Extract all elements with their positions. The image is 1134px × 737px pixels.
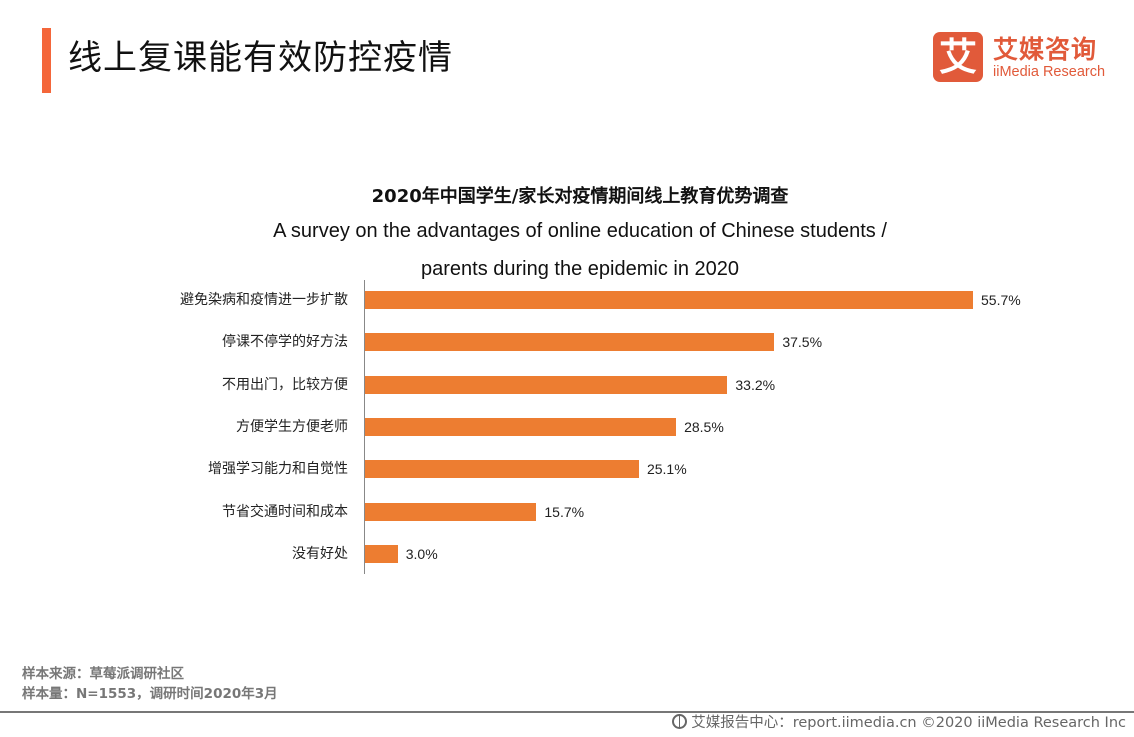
value-label: 55.7% — [981, 292, 1021, 308]
category-label: 方便学生方便老师 — [236, 418, 348, 435]
bar-row: 避免染病和疫情进一步扩散 55.7% — [0, 290, 1134, 310]
bar — [365, 417, 677, 436]
bar-row: 没有好处 3.0% — [0, 544, 1134, 564]
iimedia-logo: 艾 艾媒咨询 iiMedia Research — [933, 32, 1113, 84]
footer: 艾媒报告中心：report.iimedia.cn ©2020 iiMedia R… — [672, 713, 1126, 733]
category-label: 不用出门，比较方便 — [222, 376, 348, 393]
logo-mark-icon: 艾 — [933, 32, 983, 82]
bar — [365, 502, 537, 521]
value-label: 25.1% — [646, 461, 687, 478]
category-label: 停课不停学的好方法 — [222, 334, 348, 351]
bar-row: 节省交通时间和成本 15.7% — [0, 502, 1134, 522]
value-label: 28.5% — [684, 418, 724, 435]
category-label: 没有好处 — [292, 545, 348, 562]
y-axis-line — [364, 280, 365, 574]
bar — [365, 460, 639, 479]
bar-row: 不用出门，比较方便 33.2% — [0, 375, 1134, 395]
bar-row: 增强学习能力和自觉性 25.1% — [0, 459, 1134, 479]
bar — [365, 375, 728, 394]
category-label: 节省交通时间和成本 — [222, 503, 348, 520]
sample-size: 样本量：N=1553，调研时间2020年3月 — [22, 686, 278, 702]
bar-row: 停课不停学的好方法 37.5% — [0, 332, 1134, 352]
bar — [365, 291, 973, 309]
chart-subtitle-line1: A survey on the advantages of online edu… — [273, 220, 887, 242]
footer-text: 艾媒报告中心：report.iimedia.cn ©2020 iiMedia R… — [691, 715, 1126, 731]
logo-name-cn: 艾媒咨询 — [993, 35, 1098, 64]
bar-row: 方便学生方便老师 28.5% — [0, 417, 1134, 437]
category-label: 避免染病和疫情进一步扩散 — [180, 292, 348, 308]
logo-name-en: iiMedia Research — [993, 64, 1106, 80]
page-title: 线上复课能有效防控疫情 — [68, 38, 453, 78]
sample-source: 样本来源：草莓派调研社区 — [22, 666, 184, 682]
chart-title: 2020年中国学生/家长对疫情期间线上教育优势调查 — [371, 186, 789, 207]
category-label: 增强学习能力和自觉性 — [208, 461, 348, 478]
value-label: 37.5% — [782, 334, 823, 351]
bar — [365, 333, 775, 352]
title-accent-bar — [42, 28, 51, 93]
value-label: 33.2% — [735, 376, 776, 393]
value-label: 3.0% — [405, 545, 438, 562]
chart-subtitle-line2: parents during the epidemic in 2020 — [421, 258, 739, 280]
footer-divider — [0, 711, 1134, 713]
bar — [365, 544, 398, 563]
globe-icon — [672, 714, 688, 729]
value-label: 15.7% — [544, 503, 585, 520]
